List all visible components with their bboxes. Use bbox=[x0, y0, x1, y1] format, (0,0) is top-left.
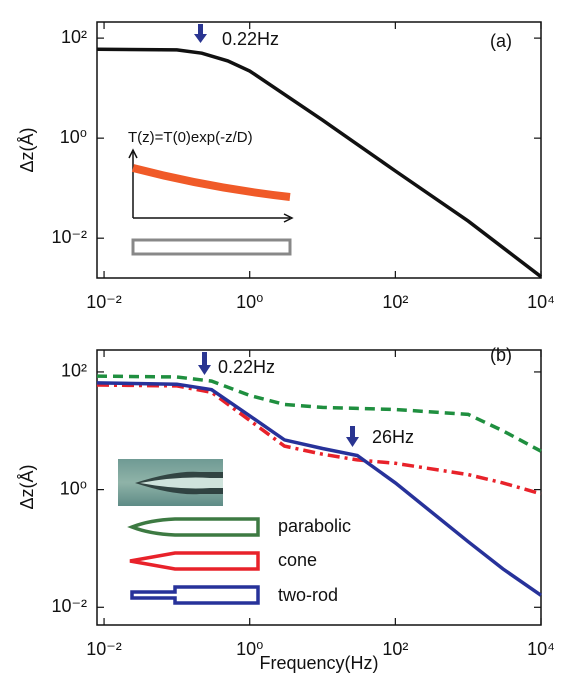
x-tick-label: 10² bbox=[382, 292, 408, 312]
annotation: 26Hz bbox=[372, 427, 414, 447]
plot-frame bbox=[96, 349, 542, 626]
y-tick-label: 10⁻² bbox=[51, 596, 87, 616]
x-tick-label: 10⁻² bbox=[86, 292, 122, 312]
y-axis-label: Δz(Å) bbox=[17, 127, 37, 172]
series-line bbox=[96, 383, 542, 496]
x-tick-label: 10² bbox=[382, 639, 408, 659]
legend-label: parabolic bbox=[278, 516, 351, 536]
y-axis-label: Δz(Å) bbox=[17, 464, 37, 509]
y-tick-label: 10² bbox=[61, 361, 87, 381]
series-line bbox=[96, 47, 543, 279]
plot-frame bbox=[96, 21, 542, 279]
legend-icons bbox=[127, 517, 260, 605]
x-tick-label: 10⁴ bbox=[527, 639, 555, 659]
arrows bbox=[194, 24, 359, 447]
annotation: T(z)=T(0)exp(-z/D) bbox=[128, 129, 253, 146]
panel-label: (b) bbox=[490, 345, 512, 365]
x-tick-label: 10⁰ bbox=[236, 292, 263, 312]
inset-photo bbox=[118, 459, 223, 506]
y-tick-label: 10⁰ bbox=[60, 478, 87, 498]
y-tick-label: 10⁰ bbox=[60, 127, 87, 147]
y-tick-label: 10² bbox=[61, 27, 87, 47]
annotation: 0.22Hz bbox=[222, 29, 279, 49]
y-tick-label: 10⁻² bbox=[51, 227, 87, 247]
series-line bbox=[96, 381, 542, 597]
x-axis-label: Frequency(Hz) bbox=[259, 653, 378, 673]
x-tick-label: 10⁰ bbox=[236, 639, 263, 659]
legend-label: cone bbox=[278, 550, 317, 570]
annotation: 0.22Hz bbox=[218, 357, 275, 377]
legend-label: two-rod bbox=[278, 585, 338, 605]
inset-sketch bbox=[128, 148, 294, 256]
x-tick-label: 10⁻² bbox=[86, 639, 122, 659]
panel-label: (a) bbox=[490, 31, 512, 51]
series-line bbox=[96, 374, 542, 453]
x-tick-label: 10⁴ bbox=[527, 292, 555, 312]
